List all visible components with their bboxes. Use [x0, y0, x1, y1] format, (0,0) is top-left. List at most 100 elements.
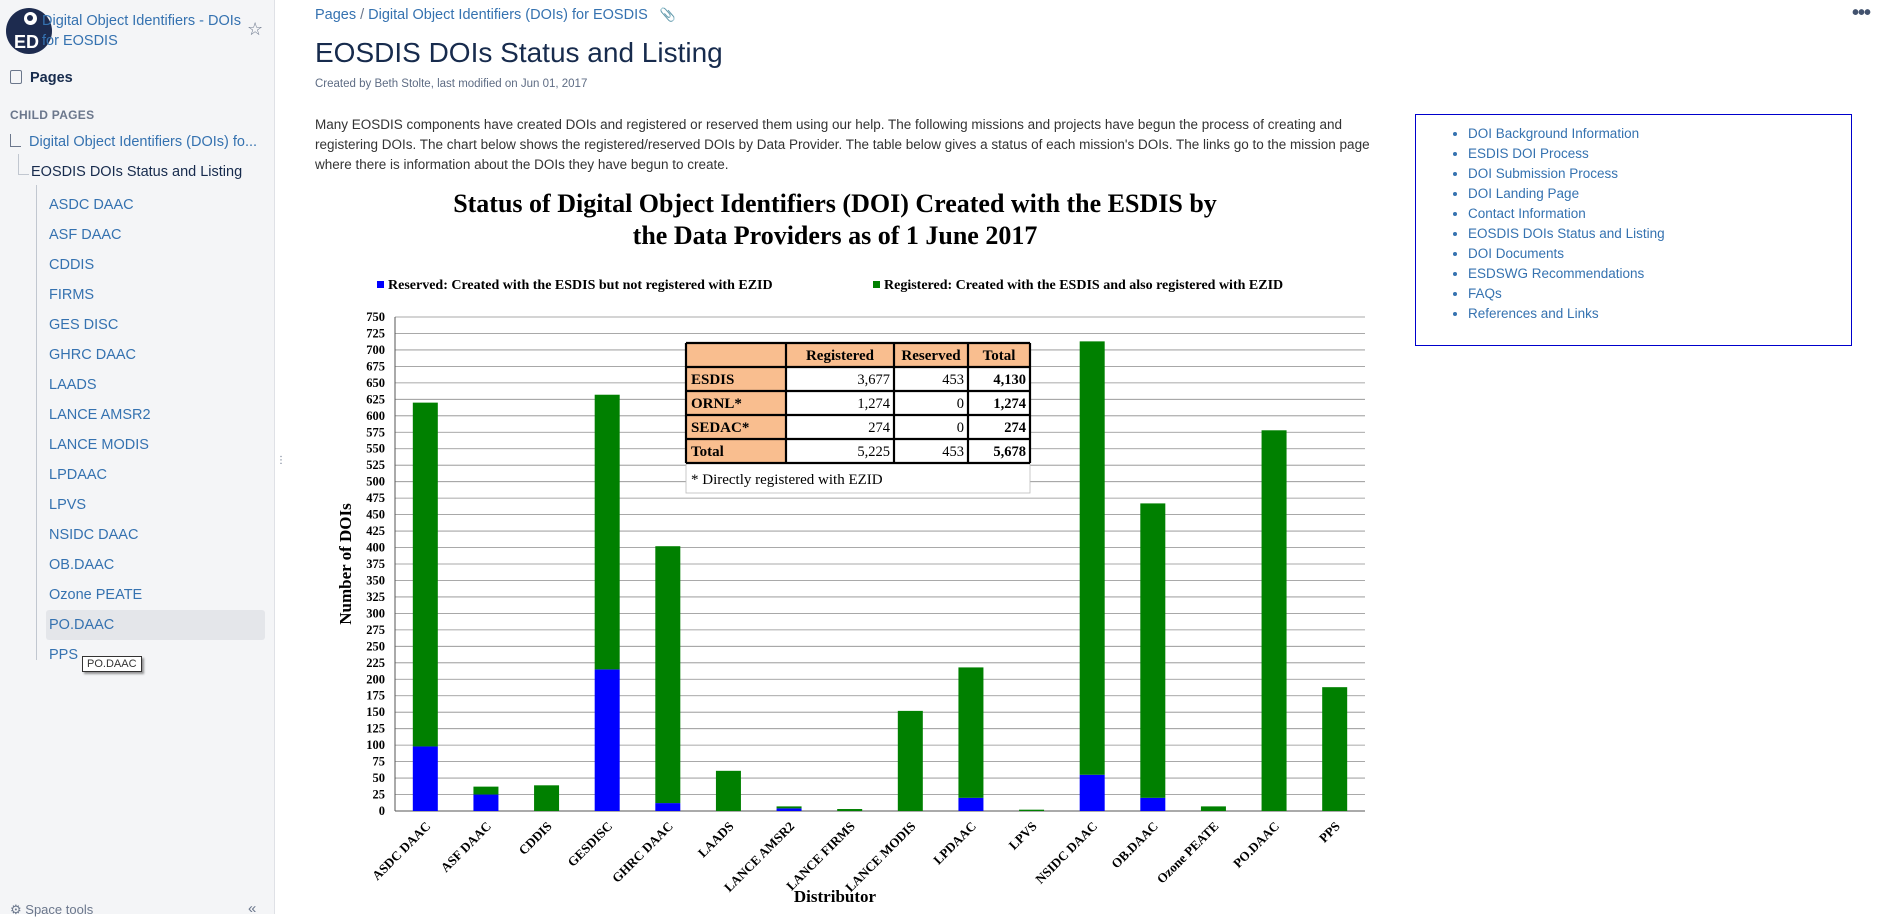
toc-link[interactable]: ESDSWG Recommendations: [1468, 264, 1851, 284]
child-page-link[interactable]: GES DISC: [49, 317, 119, 333]
x-tick-label: LPVS: [1006, 819, 1040, 853]
toc-link[interactable]: References and Links: [1468, 304, 1851, 324]
legend-swatch: [873, 281, 880, 288]
y-tick-label: 125: [366, 722, 385, 736]
y-tick-label: 675: [366, 359, 385, 373]
bar-segment: [473, 786, 499, 795]
double-chevron-left-icon[interactable]: «: [248, 900, 257, 917]
toc-link[interactable]: DOI Documents: [1468, 244, 1851, 264]
summary-table-rowhead-fill: [686, 391, 786, 415]
summary-table-cell: 0: [957, 396, 964, 412]
gear-icon: ⚙: [10, 902, 22, 917]
x-tick-label: GHRC DAAC: [609, 819, 676, 886]
y-tick-label: 550: [366, 442, 385, 456]
y-tick-label: 300: [366, 606, 385, 620]
page-byline: Created by Beth Stolte, last modified on…: [315, 78, 588, 90]
y-tick-label: 575: [366, 425, 385, 439]
breadcrumb: Pages / Digital Object Identifiers (DOIs) …: [315, 7, 676, 23]
y-tick-label: 25: [373, 788, 386, 802]
child-page-link[interactable]: LPVS: [49, 497, 87, 513]
child-page-link[interactable]: LANCE AMSR2: [49, 407, 151, 423]
summary-table-cell: 1,274: [993, 396, 1026, 412]
child-page-link[interactable]: Ozone PEATE: [49, 587, 143, 603]
y-tick-label: 75: [373, 755, 386, 769]
table-of-contents: DOI Background Information ESDIS DOI Pro…: [1415, 114, 1852, 346]
y-tick-label: 175: [366, 689, 385, 703]
x-axis-label: Distributor: [794, 887, 877, 905]
child-page-link[interactable]: ASDC DAAC: [49, 197, 134, 213]
summary-table-cell: 4,130: [993, 372, 1026, 388]
ellipsis-icon[interactable]: •••: [1852, 2, 1871, 24]
space-tools-label: Space tools: [25, 902, 94, 917]
page-tree-icon: [10, 134, 21, 147]
bar-segment: [715, 770, 741, 811]
child-page-link[interactable]: ASF DAAC: [49, 227, 122, 243]
bar-segment: [1079, 774, 1105, 811]
breadcrumb-item[interactable]: Pages: [315, 7, 357, 23]
child-page-link[interactable]: LPDAAC: [49, 467, 108, 483]
bar-segment: [412, 402, 438, 747]
bar-segment: [1200, 806, 1226, 811]
summary-table-header-fill: [686, 343, 1030, 367]
bar-segment: [897, 710, 923, 811]
child-page-link[interactable]: NSIDC DAAC: [49, 527, 139, 543]
child-page-link[interactable]: LANCE MODIS: [49, 437, 149, 453]
toc-link[interactable]: Contact Information: [1468, 204, 1851, 224]
summary-table-rowhead-fill: [686, 415, 786, 439]
tree-parent-page[interactable]: Digital Object Identifiers (DOIs) fo...: [10, 134, 257, 150]
bar-segment: [776, 808, 802, 811]
paperclip-icon[interactable]: 📎: [659, 7, 676, 22]
x-tick-label: CDDIS: [515, 819, 554, 858]
space-sidebar: ED Digital Object Identifiers - DOIs for…: [0, 0, 275, 917]
space-title[interactable]: Digital Object Identifiers - DOIs for EO…: [42, 13, 242, 49]
child-page-link[interactable]: FIRMS: [49, 287, 95, 303]
summary-table-header: Reserved: [901, 348, 961, 364]
child-page-link[interactable]: GHRC DAAC: [49, 347, 137, 363]
bar-segment: [412, 746, 438, 811]
summary-table-cell: 5,678: [993, 444, 1026, 460]
summary-table-cell: 1,274: [857, 396, 890, 412]
legend-swatch: [377, 281, 384, 288]
summary-table-header: Registered: [806, 348, 875, 364]
bar-segment: [534, 785, 560, 811]
x-tick-label: LAADS: [695, 819, 737, 861]
y-tick-label: 625: [366, 392, 385, 406]
y-tick-label: 150: [366, 705, 385, 719]
breadcrumb-item[interactable]: Digital Object Identifiers (DOIs) for EO…: [368, 7, 648, 23]
child-page-link[interactable]: PPS: [49, 647, 79, 663]
bar-segment: [655, 803, 681, 811]
page-title: EOSDIS DOIs Status and Listing: [315, 37, 723, 68]
space-tools-button[interactable]: ⚙ Space tools: [10, 902, 93, 918]
summary-table-cell: 453: [942, 444, 964, 460]
child-page-link[interactable]: LAADS: [49, 377, 97, 393]
y-tick-label: 475: [366, 491, 385, 505]
y-tick-label: 225: [366, 656, 385, 670]
y-tick-label: 750: [366, 310, 385, 324]
toc-link[interactable]: DOI Background Information: [1468, 124, 1851, 144]
tree-current-page[interactable]: EOSDIS DOIs Status and Listing: [31, 164, 243, 180]
summary-table-rowhead: Total: [691, 444, 724, 460]
doi-status-chart: Status of Digital Object Identifiers (DO…: [336, 189, 1365, 905]
y-tick-label: 100: [366, 738, 385, 752]
star-icon[interactable]: ☆: [247, 19, 264, 39]
y-tick-label: 450: [366, 508, 385, 522]
x-tick-label: ASDC DAAC: [369, 819, 433, 883]
y-tick-label: 525: [366, 458, 385, 472]
bar-segment: [958, 797, 984, 811]
x-tick-label: Ozone PEATE: [1154, 819, 1222, 887]
legend-label: Registered: Created with the ESDIS and a…: [884, 278, 1283, 293]
toc-link[interactable]: EOSDIS DOIs Status and Listing: [1468, 224, 1851, 244]
toc-link[interactable]: DOI Submission Process: [1468, 164, 1851, 184]
sidebar-resize-handle[interactable]: ⋮: [276, 455, 286, 466]
child-page-link[interactable]: OB.DAAC: [49, 557, 115, 573]
intro-paragraph: Many EOSDIS components have created DOIs…: [315, 117, 1370, 172]
toc-link[interactable]: DOI Landing Page: [1468, 184, 1851, 204]
child-page-link[interactable]: CDDIS: [49, 257, 95, 273]
toc-link[interactable]: ESDIS DOI Process: [1468, 144, 1851, 164]
pages-link[interactable]: Pages: [10, 70, 73, 86]
tree-parent-label: Digital Object Identifiers (DOIs) fo...: [29, 134, 258, 150]
child-page-link-hovered[interactable]: PO.DAAC: [46, 610, 265, 640]
space-logo[interactable]: ED: [6, 8, 52, 54]
bar-segment: [473, 794, 499, 811]
toc-link[interactable]: FAQs: [1468, 284, 1851, 304]
